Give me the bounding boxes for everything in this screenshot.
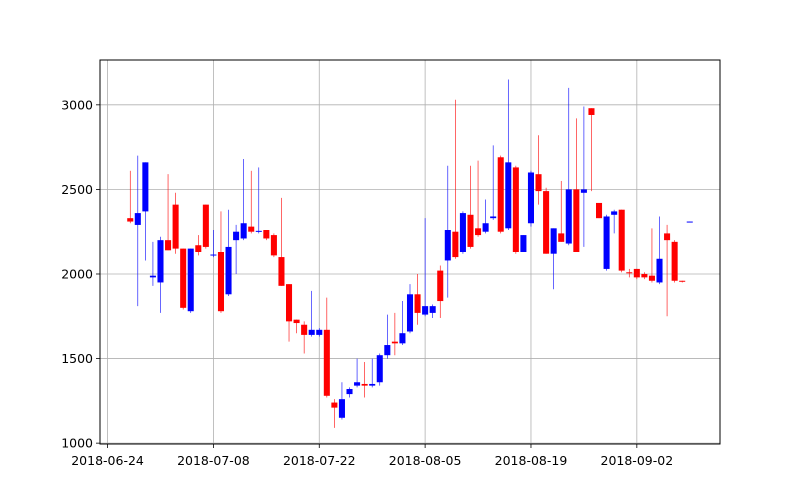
candle-body (165, 240, 172, 251)
candle-body (573, 189, 580, 252)
candle-body (414, 294, 421, 313)
candle-body (550, 228, 557, 254)
candle-body (240, 223, 247, 239)
candle-body (618, 209, 625, 271)
y-tick-label: 3000 (61, 97, 93, 112)
candle-body (671, 241, 678, 281)
plot-background (100, 60, 720, 444)
candle-body (233, 231, 240, 241)
candle-body (527, 172, 534, 224)
candle-body (384, 345, 391, 356)
candle-body (308, 329, 315, 335)
candle-body (202, 204, 209, 247)
candle-body (588, 108, 595, 115)
candle-body (626, 272, 633, 274)
candle-body (391, 341, 398, 344)
candle-body (543, 191, 550, 254)
candle-body (437, 270, 444, 302)
candle-body (558, 233, 565, 242)
candle-body (611, 211, 618, 215)
candle-body (248, 226, 255, 232)
candle-body (467, 214, 474, 247)
candle-body (535, 174, 542, 192)
candle-body (459, 213, 466, 252)
y-tick-label: 1500 (61, 351, 93, 366)
candle-body (127, 218, 134, 222)
candle-body (346, 389, 353, 395)
candle-body (263, 230, 270, 239)
candle-body (633, 268, 640, 278)
candle-body (225, 246, 232, 295)
candle-body (293, 319, 300, 324)
x-tick-label: 2018-07-22 (283, 453, 356, 468)
plot-frame (99, 59, 721, 445)
candle-body (301, 324, 308, 335)
candle-body (679, 280, 686, 282)
candle-body (195, 245, 202, 252)
candle-body (406, 294, 414, 332)
x-tick-label: 2018-08-19 (495, 453, 568, 468)
candle-body (641, 273, 648, 278)
candle-body (149, 275, 156, 278)
candle-body (580, 189, 587, 193)
candle-body (369, 383, 376, 386)
candle-body (429, 306, 436, 313)
candle-body (475, 228, 482, 236)
candle-body (656, 258, 663, 283)
candle-body (187, 248, 194, 312)
candle-body (603, 216, 610, 269)
candle-body (210, 254, 217, 256)
candle-body (134, 213, 141, 225)
candle-body (217, 252, 224, 312)
candle-body (422, 306, 429, 315)
y-tick-label: 2000 (61, 266, 93, 281)
x-tick-label: 2018-07-08 (177, 453, 250, 468)
candle-body (596, 202, 603, 219)
candle-body (172, 204, 179, 249)
y-tick-label: 1000 (61, 436, 93, 451)
candle-body (399, 333, 406, 344)
candle-body (338, 399, 345, 418)
candle-body (482, 223, 489, 232)
candle-body (316, 329, 323, 335)
candle-body (278, 257, 285, 286)
candle-body (648, 275, 655, 281)
candle-body (323, 329, 330, 396)
candle-body (270, 235, 277, 256)
candle-body (512, 167, 519, 252)
x-tick-label: 2018-06-24 (71, 453, 144, 468)
candle-body (376, 355, 383, 383)
candle-body (354, 382, 361, 386)
candle-body (686, 221, 693, 223)
candle-body (286, 284, 293, 322)
candle-body (142, 162, 149, 212)
candle-body (452, 231, 459, 258)
candle-body (444, 230, 451, 261)
x-tick-label: 2018-09-02 (601, 453, 674, 468)
candle-body (180, 248, 187, 308)
candle-body (505, 162, 512, 229)
candle-body (497, 157, 504, 232)
candle-body (520, 235, 527, 252)
y-tick-label: 2500 (61, 182, 93, 197)
candle-body (565, 189, 572, 244)
candle-body (490, 216, 497, 219)
x-tick-label: 2018-08-05 (389, 453, 462, 468)
candle-body (157, 240, 164, 283)
candle-body (361, 383, 368, 386)
candle-body (331, 402, 338, 408)
candle-body (664, 233, 671, 241)
candle-body (255, 230, 262, 232)
